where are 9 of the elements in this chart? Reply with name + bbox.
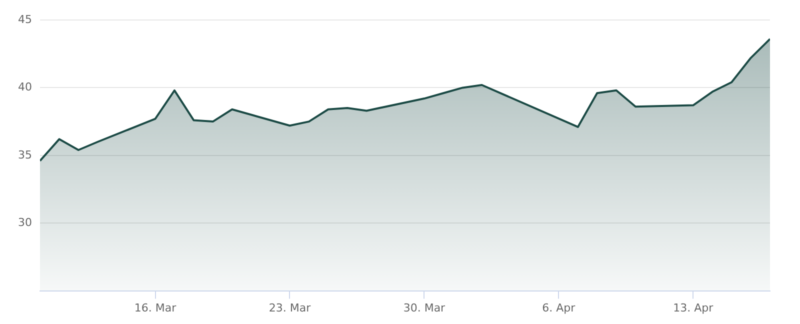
y-tick-label: 35 xyxy=(18,148,32,162)
x-tick-label: 23. Mar xyxy=(268,301,312,314)
x-tick-label: 16. Mar xyxy=(134,301,177,314)
y-tick-label: 30 xyxy=(18,216,32,229)
x-tick-label: 30. Mar xyxy=(403,301,446,314)
y-tick-label: 45 xyxy=(18,12,32,26)
x-tick-label: 6. Apr xyxy=(542,301,576,314)
y-tick-label: 40 xyxy=(18,80,32,94)
x-tick-label: 13. Apr xyxy=(673,301,714,314)
